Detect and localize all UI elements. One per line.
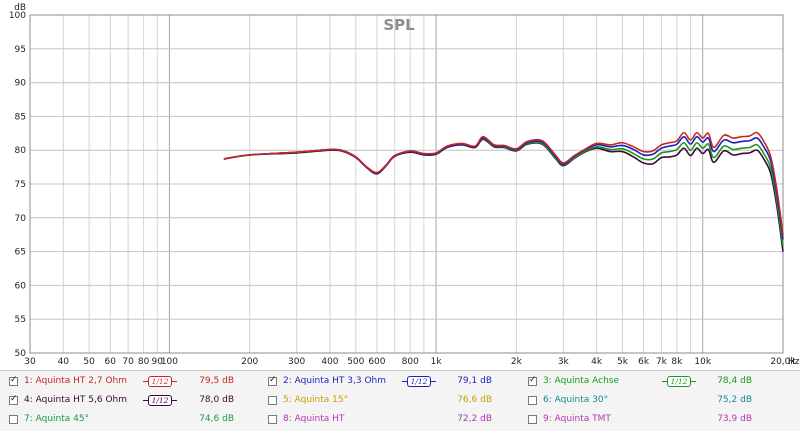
x-tick-label: 40 xyxy=(58,357,70,367)
plot-frame xyxy=(29,14,784,354)
smoothing-badge[interactable]: 1/12 xyxy=(143,395,177,406)
legend-value: 74,6 dB xyxy=(199,414,234,424)
legend-checkbox[interactable] xyxy=(9,375,18,386)
legend-series-name: 4: Aquinta HT 5,6 Ohm xyxy=(24,395,127,405)
legend-series-name: 5: Aquinta 15° xyxy=(283,395,349,405)
y-tick-label: 95 xyxy=(15,45,26,55)
legend-checkbox[interactable] xyxy=(528,414,537,424)
legend-value: 78,4 dB xyxy=(717,376,752,386)
y-tick-label: 80 xyxy=(15,146,27,156)
x-tick-label: 90 xyxy=(151,357,163,367)
x-tick-label: 200 xyxy=(241,357,258,367)
legend-value: 73,9 dB xyxy=(717,414,752,424)
legend-series-name: 9: Aquinta TMT xyxy=(543,414,611,424)
x-tick-label: 400 xyxy=(321,357,338,367)
y-tick-label: 85 xyxy=(15,112,26,122)
x-tick-label: 7k xyxy=(656,357,668,367)
x-tick-label: 20,0k xyxy=(770,357,796,367)
x-tick-label: 8k xyxy=(671,357,683,367)
x-tick-label: 300 xyxy=(288,357,305,367)
legend-series-name: 1: Aquinta HT 2,7 Ohm xyxy=(24,376,127,386)
chart-title: SPL xyxy=(383,16,415,34)
legend-item[interactable]: 4: Aquinta HT 5,6 Ohm xyxy=(9,392,127,408)
y-tick-label: 70 xyxy=(15,214,27,224)
y-tick-label: 60 xyxy=(15,281,27,291)
legend-checkbox[interactable] xyxy=(9,414,18,424)
x-tick-label: 1k xyxy=(431,357,443,367)
legend-series-name: 3: Aquinta Achse xyxy=(543,376,620,386)
legend-item[interactable]: 7: Aquinta 45° xyxy=(9,411,89,427)
legend-item[interactable]: 2: Aquinta HT 3,3 Ohm xyxy=(268,373,386,389)
legend-value: 75,2 dB xyxy=(717,395,752,405)
legend-checkbox[interactable] xyxy=(268,395,277,405)
x-tick-label: 3k xyxy=(558,357,570,367)
legend-value: 79,5 dB xyxy=(199,376,234,386)
y-tick-label: 75 xyxy=(15,180,26,190)
legend-series-name: 2: Aquinta HT 3,3 Ohm xyxy=(283,376,386,386)
x-tick-label: 100 xyxy=(161,357,178,367)
y-tick-label: 100 xyxy=(9,11,26,21)
spl-chart: 50 55 60 65 70 75 80 85 90 95 100 30 40 50 60 70 80 90 100… xyxy=(9,3,800,367)
legend-item[interactable]: 5: Aquinta 15° xyxy=(268,392,348,408)
y-axis-label: dB xyxy=(14,3,26,13)
legend-item[interactable]: 3: Aquinta Achse xyxy=(528,373,619,389)
legend-item[interactable]: 9: Aquinta TMT xyxy=(528,411,611,427)
x-tick-label: 2k xyxy=(511,357,523,367)
legend-value: 78,0 dB xyxy=(199,395,234,405)
x-tick-label: 5k xyxy=(617,357,629,367)
legend-checkbox[interactable] xyxy=(528,375,537,386)
legend-value: 79,1 dB xyxy=(457,376,492,386)
legend-series-name: 6: Aquinta 30° xyxy=(543,395,609,405)
legend-checkbox[interactable] xyxy=(268,414,277,424)
legend-checkbox[interactable] xyxy=(9,394,18,405)
smoothing-badge[interactable]: 1/12 xyxy=(143,376,177,387)
x-tick-label: 80 xyxy=(138,357,150,367)
x-tick-label: 30 xyxy=(24,357,36,367)
smoothing-badge[interactable]: 1/12 xyxy=(662,376,696,387)
x-tick-label: 60 xyxy=(105,357,117,367)
y-tick-label: 50 xyxy=(15,349,27,359)
x-axis-label: Hz xyxy=(788,357,800,367)
x-tick-label: 4k xyxy=(591,357,603,367)
legend-series-name: 8: Aquinta HT xyxy=(283,414,345,424)
legend-series-name: 7: Aquinta 45° xyxy=(24,414,90,424)
legend-panel: 1: Aquinta HT 2,7 Ohm 1/12 79,5 dB 2: Aquin… xyxy=(0,370,800,431)
y-tick-label: 65 xyxy=(15,248,26,258)
legend-value: 76,6 dB xyxy=(457,395,492,405)
legend-item[interactable]: 1: Aquinta HT 2,7 Ohm xyxy=(9,373,127,389)
x-tick-label: 50 xyxy=(83,357,95,367)
x-tick-label: 10k xyxy=(694,357,711,367)
legend-item[interactable]: 6: Aquinta 30° xyxy=(528,392,608,408)
x-tick-label: 600 xyxy=(368,357,385,367)
y-tick-label: 90 xyxy=(15,79,27,89)
legend-value: 72,2 dB xyxy=(457,414,492,424)
x-tick-label: 500 xyxy=(347,357,364,367)
x-tick-label: 800 xyxy=(402,357,419,367)
x-tick-label: 6k xyxy=(638,357,650,367)
legend-checkbox[interactable] xyxy=(528,395,537,405)
smoothing-badge[interactable]: 1/12 xyxy=(402,376,436,387)
legend-checkbox[interactable] xyxy=(268,375,277,386)
y-tick-label: 55 xyxy=(15,315,26,325)
x-tick-label: 70 xyxy=(122,357,134,367)
series-line-1 xyxy=(223,131,784,235)
legend-item[interactable]: 8: Aquinta HT xyxy=(268,411,344,427)
